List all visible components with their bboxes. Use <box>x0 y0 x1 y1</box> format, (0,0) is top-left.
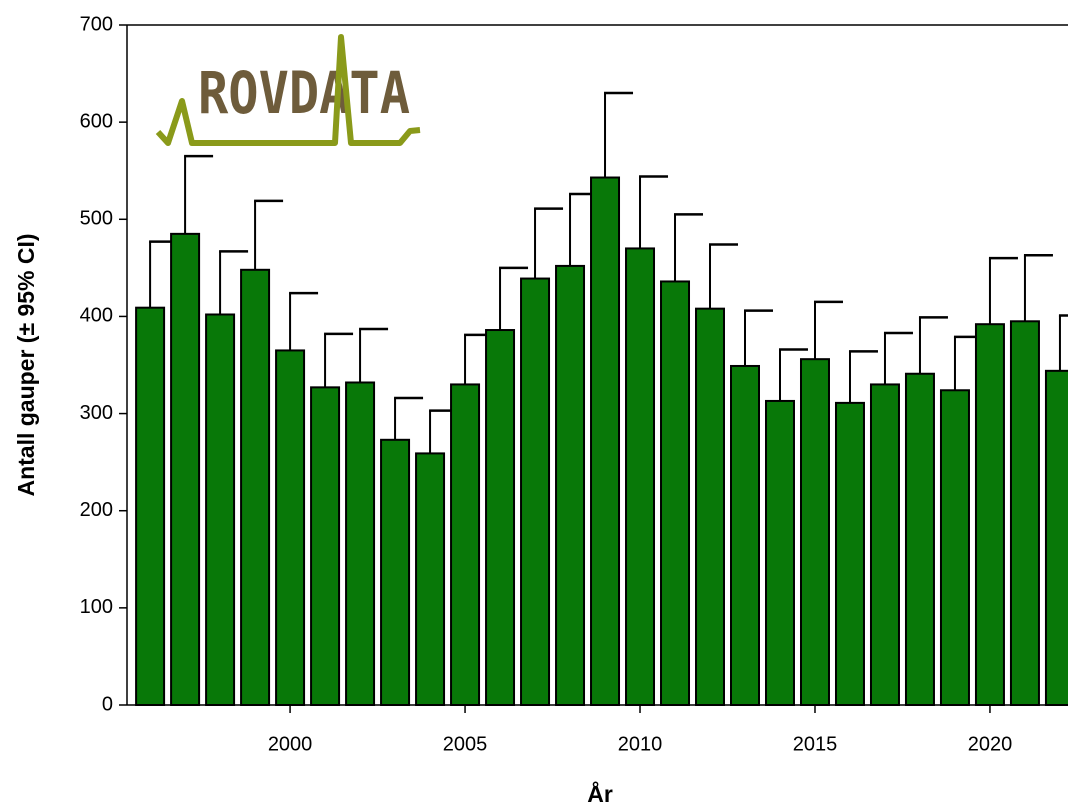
x-tick-label: 2000 <box>268 733 313 755</box>
bar <box>450 383 481 706</box>
bar <box>170 232 201 706</box>
bar <box>590 176 621 706</box>
bar <box>730 364 760 706</box>
y-tick-label: 0 <box>102 693 113 715</box>
x-tick-label: 2010 <box>618 733 663 755</box>
bar <box>345 381 376 706</box>
bar <box>1009 320 1040 706</box>
bar <box>485 329 516 706</box>
bar <box>939 389 970 706</box>
x-axis-label: År <box>587 780 613 807</box>
y-tick-label: 600 <box>80 110 113 132</box>
bar <box>555 264 586 706</box>
logo-line <box>155 34 421 146</box>
y-tick-label: 100 <box>80 596 113 618</box>
x-tick-label: 2020 <box>968 733 1013 755</box>
bar <box>520 277 551 706</box>
logo-text: ROVDATA <box>198 59 410 127</box>
y-tick-label: 200 <box>80 499 113 521</box>
bar <box>974 323 1005 706</box>
bar <box>135 306 166 706</box>
bar <box>415 452 446 706</box>
bar <box>834 401 865 706</box>
y-tick-label: 500 <box>80 208 113 230</box>
bar <box>310 386 341 706</box>
bar <box>275 349 306 706</box>
y-tick-label: 400 <box>80 305 113 327</box>
logo: ROVDATA <box>155 34 421 146</box>
bar <box>764 399 795 706</box>
bar <box>904 372 935 706</box>
bar <box>205 313 236 706</box>
x-tick-label: 2015 <box>793 733 838 755</box>
y-tick-label: 300 <box>80 402 113 424</box>
bar <box>869 383 900 706</box>
bar <box>625 247 656 707</box>
bar <box>380 438 411 706</box>
bar <box>660 280 691 706</box>
bar <box>799 358 830 706</box>
y-axis-label: Antall gauper (± 95% CI) <box>13 233 39 496</box>
bar <box>240 268 271 706</box>
y-tick-label: 700 <box>80 13 113 35</box>
bar <box>695 307 726 706</box>
bar <box>1044 369 1068 706</box>
x-tick-label: 2005 <box>443 733 488 755</box>
